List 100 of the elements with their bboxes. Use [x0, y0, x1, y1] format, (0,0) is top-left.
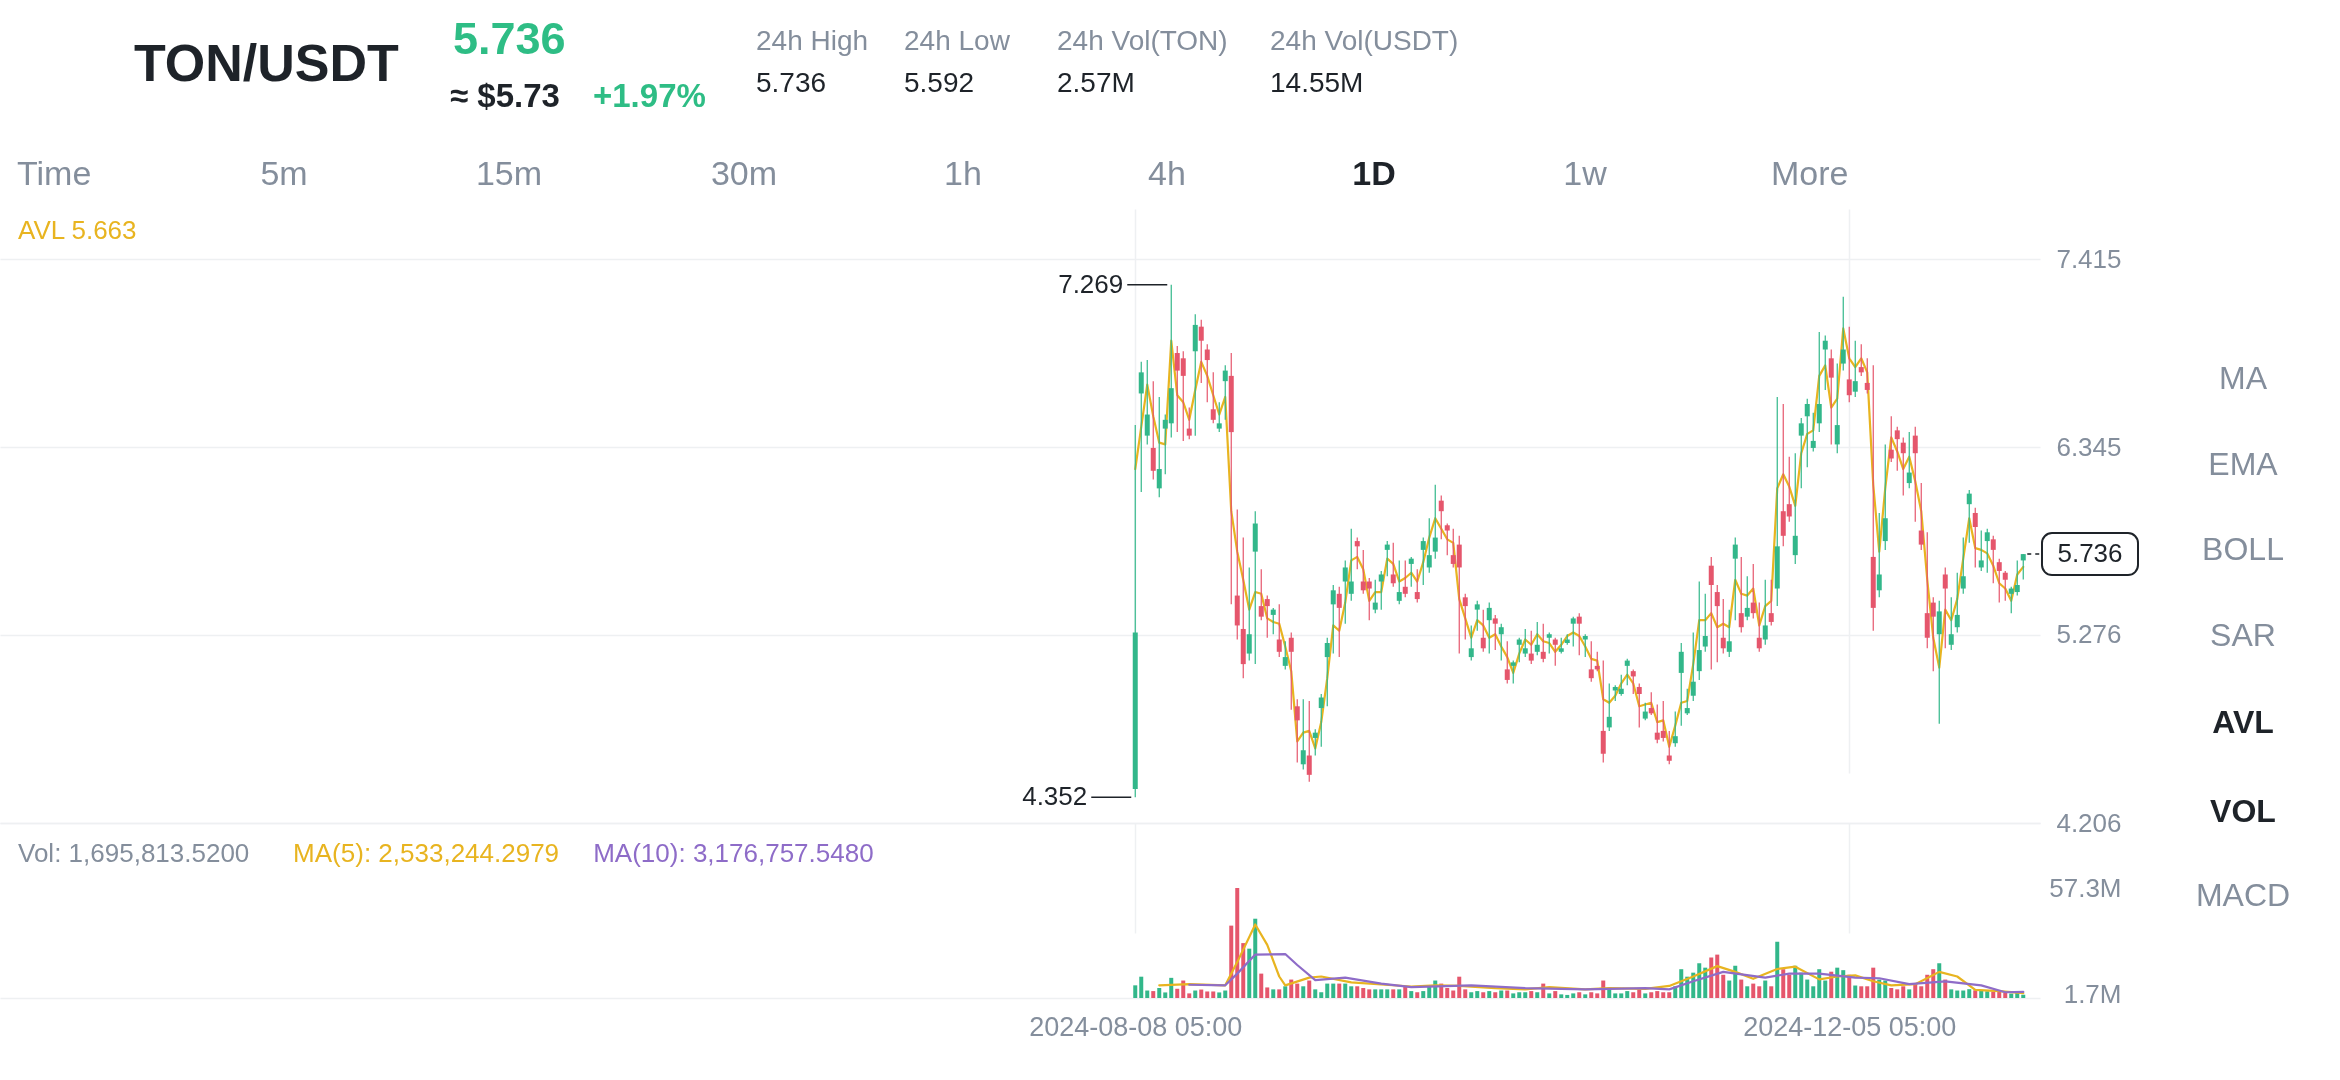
bar	[1223, 990, 1228, 998]
bar	[1841, 970, 1846, 998]
bar	[1745, 986, 1750, 998]
y-tick-label: 7.415	[2056, 243, 2122, 274]
bar	[1421, 991, 1426, 998]
annotation: 4.352	[1022, 781, 1088, 812]
annotation: 7.269	[1058, 268, 1124, 299]
bar	[1343, 983, 1348, 998]
bar	[1493, 992, 1498, 998]
text: 1h	[944, 154, 982, 192]
bar	[1163, 992, 1168, 998]
text: Time	[17, 154, 92, 192]
bar	[1139, 976, 1144, 998]
bar	[1331, 983, 1336, 998]
bar	[1283, 986, 1288, 998]
text: 5.736	[756, 67, 827, 98]
bar	[1913, 983, 1918, 998]
bar	[1445, 988, 1450, 998]
bar	[1961, 990, 1966, 998]
bar	[1235, 888, 1240, 998]
text: MA(5): 2,533,244.2979	[293, 838, 560, 868]
bar	[1517, 992, 1522, 998]
text: 24h Vol(TON)	[1057, 25, 1228, 56]
bar	[1211, 991, 1216, 998]
bar	[1559, 994, 1564, 998]
bar	[1613, 993, 1618, 998]
bar	[1481, 992, 1486, 998]
bar	[1727, 980, 1732, 998]
bar	[1307, 980, 1312, 998]
bar	[1379, 989, 1384, 998]
bar	[1859, 986, 1864, 998]
bar	[1565, 994, 1570, 998]
bar	[1823, 980, 1828, 998]
text: 1D	[1352, 154, 1396, 192]
bar	[1595, 993, 1600, 998]
bar	[1313, 989, 1318, 998]
bar	[1205, 991, 1210, 998]
text: 1w	[1563, 154, 1608, 192]
bar	[1865, 986, 1870, 998]
bar	[1997, 991, 2002, 998]
bar	[1661, 992, 1666, 998]
bar	[2021, 994, 2026, 998]
y-tick-label: 5.276	[2056, 619, 2122, 650]
bar	[1631, 992, 1636, 998]
bar	[1385, 989, 1390, 998]
bar	[1625, 991, 1630, 998]
bar	[1391, 989, 1396, 998]
bar	[1979, 990, 1984, 998]
line-series	[1134, 327, 2025, 750]
text: BOLL	[2202, 531, 2284, 567]
bar	[1853, 985, 1858, 998]
text: 24h High	[756, 25, 869, 56]
text: 24h Vol(USDT)	[1270, 25, 1459, 56]
bar	[1583, 994, 1588, 998]
bar	[1277, 989, 1282, 998]
text: 24h Low	[904, 25, 1011, 56]
bar	[1193, 990, 1198, 998]
text: +1.97%	[593, 77, 706, 114]
bar	[1781, 969, 1786, 998]
text: AVL	[2212, 704, 2274, 740]
bar	[1367, 989, 1372, 998]
bar	[1811, 986, 1816, 998]
bar	[1265, 987, 1270, 998]
bar	[1373, 989, 1378, 998]
bar	[1415, 992, 1420, 998]
text: 4h	[1148, 154, 1186, 192]
y-tick-label: 6.345	[2056, 431, 2122, 462]
line-series	[1158, 923, 2025, 995]
text: 5.592	[904, 67, 975, 98]
bar	[1775, 941, 1780, 998]
bar	[1889, 988, 1894, 998]
text: 30m	[710, 154, 778, 192]
text: MA	[2219, 360, 2268, 396]
bar	[1577, 992, 1582, 998]
bar	[1739, 979, 1744, 998]
bar	[1805, 979, 1810, 998]
bar	[1145, 990, 1150, 998]
x-tick-label: 2024-12-05 05:00	[1743, 1011, 1957, 1042]
line-series	[1188, 952, 2025, 994]
bar	[1553, 991, 1558, 998]
bar	[1499, 990, 1504, 998]
text: Vol: 1,695,813.5200	[18, 838, 250, 868]
bar	[1655, 991, 1660, 998]
bar	[1667, 992, 1672, 998]
bar	[1295, 983, 1300, 998]
bar	[1217, 992, 1222, 998]
bar	[1199, 989, 1204, 998]
bar	[1529, 991, 1534, 998]
bar	[1271, 989, 1276, 998]
bar	[2003, 993, 2008, 998]
text: 15m	[475, 154, 543, 192]
bar	[1751, 983, 1756, 998]
bar	[1991, 991, 1996, 998]
bar	[1175, 988, 1180, 998]
bar	[1187, 993, 1192, 998]
bar	[1535, 992, 1540, 998]
bar	[1361, 988, 1366, 998]
bar	[1967, 989, 1972, 998]
text: 5m	[260, 154, 308, 192]
bar	[1907, 989, 1912, 998]
